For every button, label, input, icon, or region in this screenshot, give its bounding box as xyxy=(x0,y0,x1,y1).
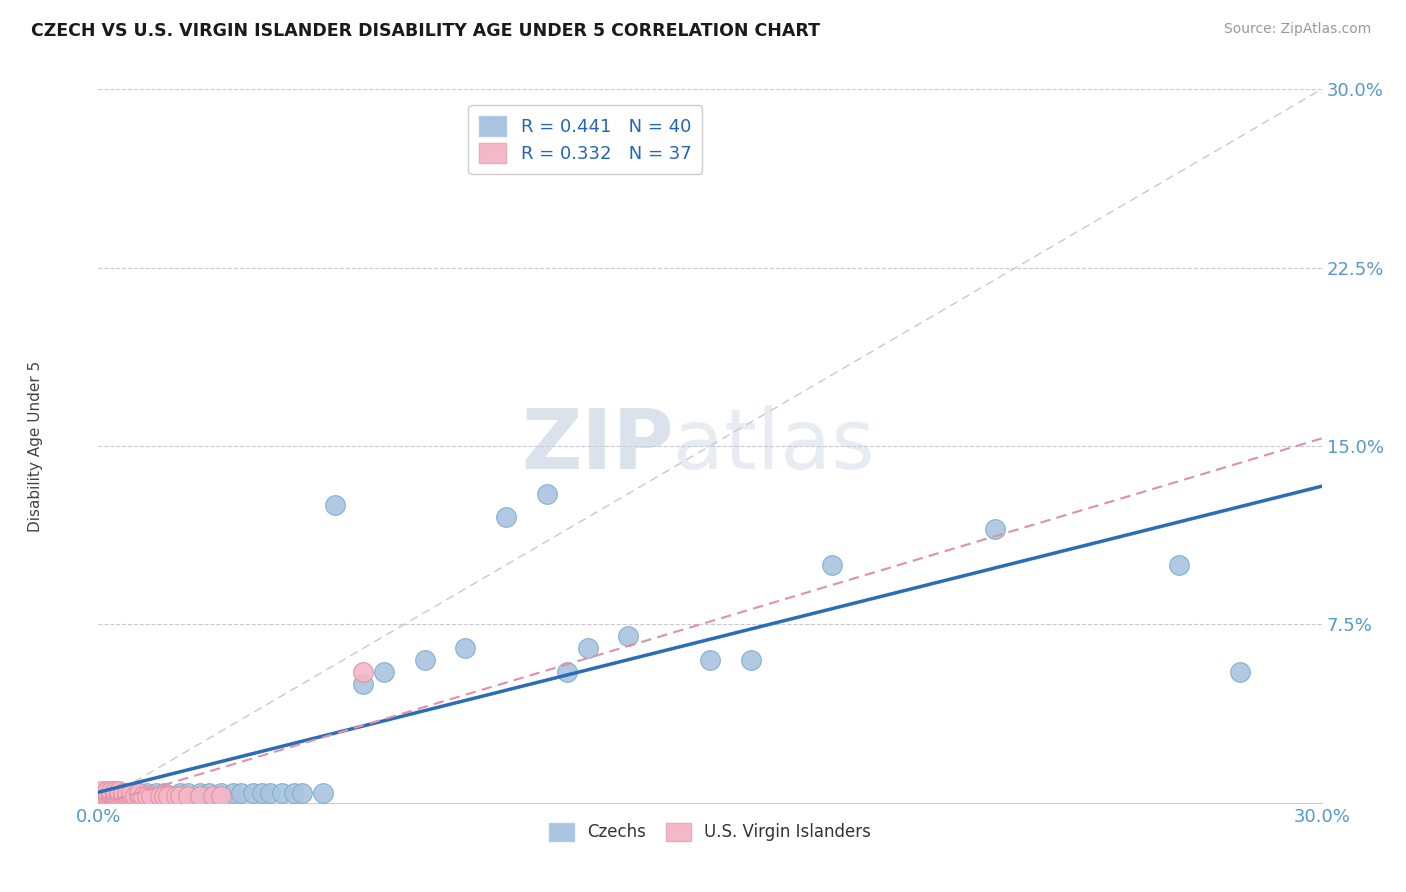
Point xyxy=(1229,665,1251,679)
Point xyxy=(152,786,174,800)
Point xyxy=(242,786,264,800)
Point xyxy=(156,789,179,803)
Y-axis label: Disability Age Under 5: Disability Age Under 5 xyxy=(28,360,42,532)
Point xyxy=(352,677,374,691)
Point xyxy=(152,789,174,803)
Point xyxy=(132,789,155,803)
Point xyxy=(124,789,146,803)
Point xyxy=(495,510,517,524)
Point xyxy=(209,786,232,800)
Point xyxy=(323,499,346,513)
Point xyxy=(128,786,150,800)
Point xyxy=(209,789,232,803)
Point xyxy=(111,786,134,800)
Point xyxy=(160,789,183,803)
Point xyxy=(312,786,335,800)
Point xyxy=(291,786,314,800)
Point xyxy=(100,786,122,800)
Point xyxy=(104,789,127,803)
Point xyxy=(136,789,159,803)
Point xyxy=(259,786,281,800)
Point xyxy=(104,786,127,800)
Point xyxy=(115,786,138,800)
Point xyxy=(821,558,844,572)
Point xyxy=(100,786,122,800)
Point xyxy=(699,653,721,667)
Point xyxy=(108,789,131,803)
Point xyxy=(177,786,200,800)
Point xyxy=(141,789,163,803)
Point xyxy=(197,786,219,800)
Point xyxy=(250,786,273,800)
Point xyxy=(555,665,579,679)
Point xyxy=(740,653,762,667)
Point xyxy=(111,789,134,803)
Point xyxy=(96,786,118,800)
Point xyxy=(165,789,187,803)
Point xyxy=(108,784,131,798)
Point xyxy=(120,789,142,803)
Point xyxy=(1167,558,1189,572)
Text: atlas: atlas xyxy=(673,406,875,486)
Point xyxy=(270,786,294,800)
Point xyxy=(128,789,150,803)
Point xyxy=(177,789,200,803)
Point xyxy=(454,641,477,656)
Point xyxy=(352,665,374,679)
Point xyxy=(104,784,127,798)
Point xyxy=(536,486,558,500)
Point xyxy=(984,522,1007,536)
Point xyxy=(231,786,253,800)
Legend: Czechs, U.S. Virgin Islanders: Czechs, U.S. Virgin Islanders xyxy=(543,816,877,848)
Point xyxy=(169,786,191,800)
Point xyxy=(136,786,159,800)
Point xyxy=(111,786,134,800)
Point xyxy=(91,786,114,800)
Point xyxy=(188,786,212,800)
Point xyxy=(617,629,640,643)
Point xyxy=(115,789,138,803)
Point xyxy=(201,789,224,803)
Point xyxy=(413,653,436,667)
Text: ZIP: ZIP xyxy=(520,406,673,486)
Point xyxy=(96,789,118,803)
Point xyxy=(108,786,131,800)
Point xyxy=(169,789,191,803)
Point xyxy=(576,641,599,656)
Point xyxy=(91,789,114,803)
Point xyxy=(128,786,150,800)
Point xyxy=(145,786,167,800)
Point xyxy=(373,665,395,679)
Point xyxy=(96,784,118,798)
Text: Source: ZipAtlas.com: Source: ZipAtlas.com xyxy=(1223,22,1371,37)
Point xyxy=(100,789,122,803)
Point xyxy=(149,789,172,803)
Point xyxy=(188,789,212,803)
Text: CZECH VS U.S. VIRGIN ISLANDER DISABILITY AGE UNDER 5 CORRELATION CHART: CZECH VS U.S. VIRGIN ISLANDER DISABILITY… xyxy=(31,22,820,40)
Point xyxy=(120,786,142,800)
Point xyxy=(120,786,142,800)
Point xyxy=(100,784,122,798)
Point xyxy=(115,789,138,803)
Point xyxy=(222,786,245,800)
Point xyxy=(91,784,114,798)
Point xyxy=(283,786,305,800)
Point xyxy=(104,786,127,800)
